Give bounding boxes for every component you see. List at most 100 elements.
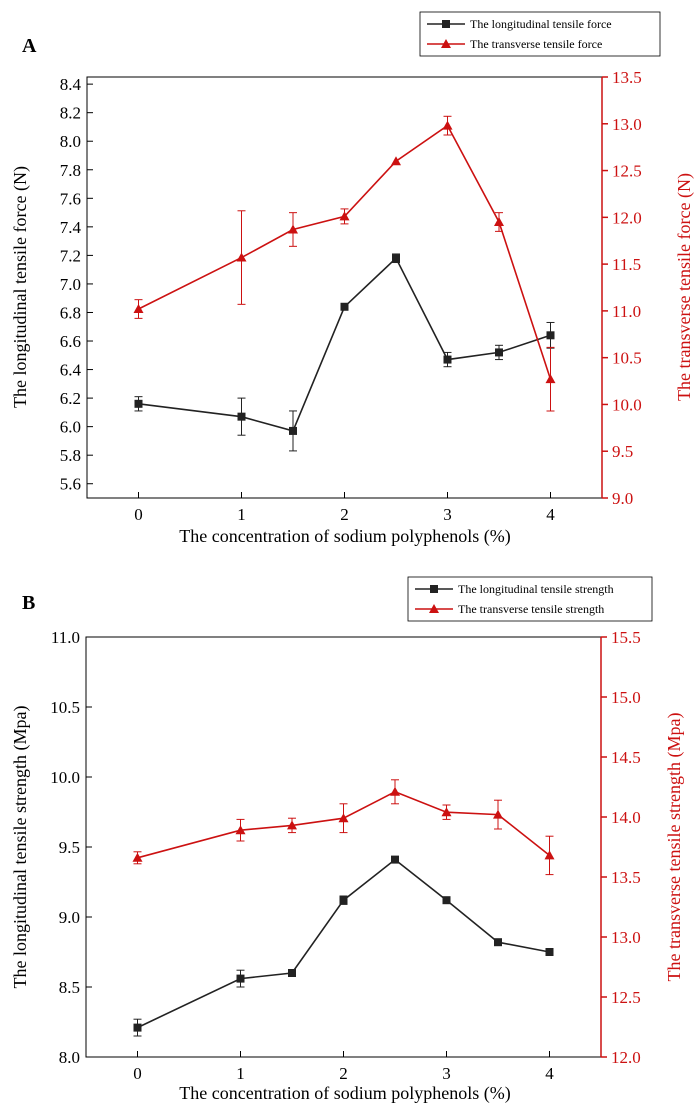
legend-marker-triangle bbox=[441, 39, 451, 48]
x-tick-label: 3 bbox=[442, 1064, 451, 1083]
x-tick-label: 4 bbox=[545, 1064, 554, 1083]
point-transverse bbox=[545, 374, 556, 384]
point-longitudinal bbox=[494, 938, 502, 947]
point-transverse bbox=[544, 850, 555, 860]
plot-frame bbox=[86, 76, 603, 499]
legend-label-transverse: The transverse tensile strength bbox=[458, 602, 604, 616]
y-tick-label-right: 13.5 bbox=[611, 868, 641, 887]
y-tick-label-left: 10.5 bbox=[50, 698, 80, 717]
y-tick-label-right: 9.5 bbox=[612, 442, 633, 461]
point-longitudinal bbox=[546, 331, 555, 340]
y-tick-label-left: 9.5 bbox=[59, 838, 80, 857]
chart-panel-a: A The longitudinal tensile force The tra… bbox=[10, 11, 695, 547]
x-tick-label: 2 bbox=[340, 505, 349, 524]
y-tick-label-left: 8.0 bbox=[59, 1048, 80, 1067]
point-longitudinal bbox=[545, 948, 554, 956]
point-longitudinal bbox=[289, 426, 297, 435]
point-transverse bbox=[339, 211, 350, 221]
y-tick-label-left: 7.4 bbox=[60, 218, 82, 237]
x-tick-label: 0 bbox=[134, 505, 143, 524]
point-longitudinal bbox=[288, 969, 296, 977]
point-transverse bbox=[442, 120, 453, 130]
y-axis-title-left: The longitudinal tensile force (N) bbox=[10, 166, 31, 408]
point-longitudinal bbox=[392, 254, 400, 263]
panel-label: A bbox=[22, 35, 37, 57]
legend-marker-square bbox=[430, 585, 438, 593]
y-tick-label-right: 11.0 bbox=[612, 302, 641, 321]
y-tick-label-right: 10.0 bbox=[612, 395, 642, 414]
legend-label-transverse: The transverse tensile force bbox=[470, 37, 602, 51]
y-tick-label-right: 13.0 bbox=[611, 928, 641, 947]
legend-box bbox=[407, 576, 653, 622]
x-tick-label: 3 bbox=[443, 505, 452, 524]
legend-marker-triangle bbox=[429, 604, 439, 613]
x-axis-title: The concentration of sodium polyphenols … bbox=[179, 1083, 510, 1104]
series-line-transverse bbox=[137, 790, 550, 859]
point-transverse bbox=[494, 217, 504, 227]
x-tick-label: 2 bbox=[339, 1064, 348, 1083]
y-axis-title-left: The longitudinal tensile strength (Mpa) bbox=[10, 706, 31, 989]
y-tick-label-left: 6.2 bbox=[60, 389, 81, 408]
y-tick-label-left: 9.0 bbox=[59, 908, 80, 927]
legend-label-longitudinal: The longitudinal tensile strength bbox=[458, 582, 614, 596]
series-line-longitudinal bbox=[137, 858, 550, 1029]
y-tick-label-right: 13.0 bbox=[612, 115, 642, 134]
legend-box bbox=[419, 11, 661, 57]
y-tick-label-left: 6.0 bbox=[60, 418, 81, 437]
point-transverse bbox=[235, 825, 246, 835]
legend-marker-square bbox=[442, 20, 450, 28]
x-tick-label: 4 bbox=[546, 505, 555, 524]
y-tick-label-left: 5.6 bbox=[60, 475, 81, 494]
point-longitudinal bbox=[236, 974, 245, 983]
x-axis-title: The concentration of sodium polyphenols … bbox=[179, 526, 510, 547]
y-tick-label-left: 7.8 bbox=[60, 161, 81, 180]
y-tick-label-right: 9.0 bbox=[612, 489, 633, 508]
panel-label: B bbox=[22, 592, 35, 614]
y-tick-label-right: 12.5 bbox=[611, 988, 641, 1007]
point-longitudinal bbox=[443, 355, 452, 364]
point-longitudinal bbox=[134, 399, 143, 408]
point-transverse bbox=[132, 852, 143, 862]
plot-frame bbox=[85, 636, 602, 1058]
y-tick-label-left: 7.0 bbox=[60, 275, 81, 294]
chart-panel-b: B The longitudinal tensile strength The … bbox=[10, 576, 685, 1104]
point-longitudinal bbox=[339, 896, 348, 905]
y-axis-title-right: The transverse tensile strength (Mpa) bbox=[664, 713, 685, 982]
point-longitudinal bbox=[340, 302, 349, 311]
legend: The longitudinal tensile strength The tr… bbox=[407, 576, 653, 622]
point-transverse bbox=[391, 156, 401, 166]
x-tick-label: 0 bbox=[133, 1064, 142, 1083]
point-transverse bbox=[441, 807, 452, 817]
y-tick-label-left: 10.0 bbox=[50, 768, 80, 787]
y-tick-label-right: 12.5 bbox=[612, 162, 642, 181]
point-longitudinal bbox=[495, 348, 503, 357]
legend: The longitudinal tensile force The trans… bbox=[419, 11, 661, 57]
y-tick-label-right: 10.5 bbox=[612, 349, 642, 368]
point-longitudinal bbox=[237, 412, 246, 421]
series-line-longitudinal bbox=[138, 256, 551, 432]
series-line-transverse bbox=[138, 124, 552, 380]
y-tick-label-right: 12.0 bbox=[612, 208, 642, 227]
y-tick-label-left: 8.0 bbox=[60, 132, 81, 151]
y-tick-label-left: 7.6 bbox=[60, 189, 81, 208]
point-transverse bbox=[133, 304, 144, 314]
y-tick-label-right: 11.5 bbox=[612, 255, 641, 274]
y-tick-label-left: 7.2 bbox=[60, 246, 81, 265]
point-transverse bbox=[287, 820, 297, 830]
point-transverse bbox=[390, 786, 400, 796]
y-tick-label-right: 13.5 bbox=[612, 68, 642, 87]
point-transverse bbox=[493, 809, 503, 819]
x-tick-label: 1 bbox=[237, 505, 246, 524]
y-tick-label-left: 6.6 bbox=[60, 332, 81, 351]
y-tick-label-right: 15.0 bbox=[611, 688, 641, 707]
y-tick-label-left: 8.4 bbox=[60, 75, 82, 94]
y-tick-label-right: 12.0 bbox=[611, 1048, 641, 1067]
y-tick-label-left: 5.8 bbox=[60, 446, 81, 465]
point-transverse bbox=[338, 813, 349, 823]
y-tick-label-right: 15.5 bbox=[611, 628, 641, 647]
y-tick-label-left: 6.8 bbox=[60, 303, 81, 322]
y-tick-label-left: 8.2 bbox=[60, 104, 81, 123]
point-longitudinal bbox=[442, 896, 451, 905]
y-tick-label-left: 11.0 bbox=[51, 628, 80, 647]
y-tick-label-right: 14.0 bbox=[611, 808, 641, 827]
